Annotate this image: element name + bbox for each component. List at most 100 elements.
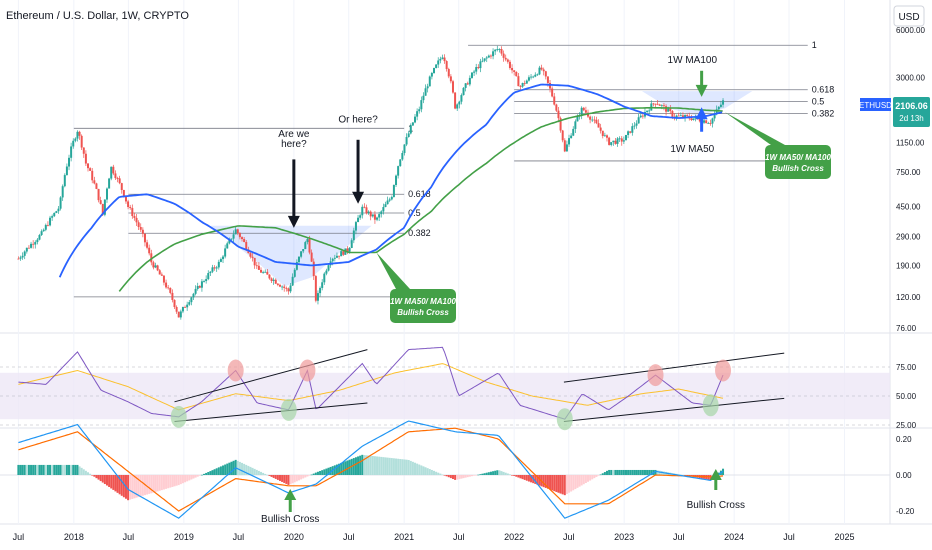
macd-histogram-bar bbox=[373, 456, 376, 475]
macd-histogram-bar bbox=[631, 469, 634, 475]
ma100-line bbox=[118, 106, 723, 292]
macd-histogram-bar bbox=[99, 475, 102, 482]
candle-body bbox=[291, 276, 294, 286]
macd-histogram-bar bbox=[314, 472, 317, 475]
candle-body bbox=[101, 203, 104, 215]
candle-body bbox=[327, 265, 330, 271]
time-tick-label: 2021 bbox=[394, 532, 414, 542]
candle-body bbox=[639, 115, 642, 118]
candle-body bbox=[570, 135, 573, 139]
candle-body bbox=[198, 285, 201, 288]
candle-body bbox=[70, 146, 73, 158]
time-tick-label: 2022 bbox=[504, 532, 524, 542]
candle-body bbox=[188, 302, 191, 305]
macd-histogram-bar bbox=[536, 475, 539, 485]
candle-body bbox=[319, 287, 322, 294]
macd-histogram-bar bbox=[637, 469, 640, 475]
arrow-down-head bbox=[287, 215, 300, 228]
candle-body bbox=[519, 86, 522, 87]
candle-body bbox=[599, 127, 602, 131]
arrow-up-green-head bbox=[709, 469, 722, 480]
macd-histogram-bar bbox=[367, 455, 370, 475]
callout-bullish-cross-pointer bbox=[724, 112, 785, 145]
candle-body bbox=[310, 252, 313, 262]
candle-body bbox=[53, 212, 56, 217]
candle-body bbox=[409, 125, 412, 134]
ma50-line bbox=[58, 83, 723, 278]
candle-body bbox=[690, 118, 693, 120]
macd-histogram-bar bbox=[312, 473, 315, 475]
macd-pane[interactable] bbox=[0, 420, 890, 519]
macd-histogram-bar bbox=[270, 475, 273, 477]
macd-histogram-bar bbox=[646, 469, 649, 475]
candle-body bbox=[698, 118, 701, 122]
macd-histogram-bar bbox=[468, 475, 471, 477]
candle-body bbox=[65, 166, 68, 176]
candle-body bbox=[255, 265, 258, 267]
candle-body bbox=[395, 175, 398, 185]
candle-body bbox=[477, 67, 480, 69]
rsi-pane[interactable] bbox=[0, 346, 890, 431]
candle-body bbox=[460, 95, 463, 102]
candle-body bbox=[382, 207, 385, 212]
candle-body bbox=[338, 255, 341, 257]
macd-histogram-bar bbox=[340, 462, 343, 475]
macd-histogram-bar bbox=[222, 465, 225, 475]
callout-bullish-cross-subtitle: Bullish Cross bbox=[772, 164, 824, 173]
candle-body bbox=[388, 199, 391, 201]
rsi-tick-label: 50.00 bbox=[896, 392, 917, 401]
candle-body bbox=[559, 118, 562, 131]
macd-histogram-bar bbox=[390, 458, 393, 475]
price-axis[interactable]: 6000.00 3000.00 1150.00 750.00 450.00 290.00 1… bbox=[896, 26, 925, 516]
currency-button[interactable]: USD bbox=[893, 5, 925, 27]
candle-body bbox=[342, 251, 345, 255]
candle-body bbox=[441, 57, 444, 59]
candle-body bbox=[684, 115, 687, 118]
macd-histogram-bar bbox=[445, 475, 448, 477]
rsi-channel-line bbox=[174, 402, 368, 423]
macd-histogram-bar bbox=[578, 475, 581, 487]
candle-body bbox=[38, 235, 41, 240]
candle-body bbox=[631, 126, 634, 133]
candle-body bbox=[627, 131, 630, 136]
macd-histogram-bar bbox=[392, 458, 395, 475]
candle-body bbox=[580, 107, 583, 116]
candle-body bbox=[363, 206, 366, 208]
macd-histogram-bar bbox=[608, 469, 611, 475]
time-axis[interactable]: Jul 2018 Jul 2019 Jul 2020 Jul 2021 Jul 2022 Jul 20… bbox=[13, 532, 855, 542]
candle-body bbox=[205, 279, 208, 282]
candle-body bbox=[297, 256, 300, 263]
currency-label: USD bbox=[898, 12, 919, 23]
fib-level-label: 0.5 bbox=[408, 208, 421, 218]
candle-body bbox=[325, 270, 328, 274]
macd-histogram-bar bbox=[34, 464, 37, 475]
macd-histogram-bar bbox=[456, 475, 459, 480]
macd-histogram-bar bbox=[443, 475, 446, 476]
macd-histogram-bar bbox=[17, 464, 20, 475]
macd-histogram-bar bbox=[599, 474, 602, 476]
macd-histogram-bar bbox=[523, 475, 526, 480]
macd-histogram-bar bbox=[530, 475, 533, 483]
macd-histogram-bar bbox=[382, 457, 385, 475]
macd-histogram-bar bbox=[44, 464, 47, 475]
macd-histogram-bar bbox=[276, 475, 279, 480]
candle-body bbox=[323, 273, 326, 283]
macd-histogram-bar bbox=[416, 463, 419, 475]
macd-histogram-bar bbox=[403, 459, 406, 475]
macd-histogram-bar bbox=[420, 465, 423, 475]
candle-body bbox=[152, 262, 155, 268]
macd-histogram-bar bbox=[395, 458, 398, 475]
macd-histogram-bar bbox=[21, 464, 24, 475]
macd-histogram-bar bbox=[260, 471, 263, 475]
candle-body bbox=[660, 105, 663, 107]
candle-body bbox=[27, 247, 30, 249]
candle-body bbox=[300, 251, 303, 257]
candle-body bbox=[722, 100, 725, 105]
macd-histogram-bar bbox=[255, 469, 258, 475]
macd-histogram-bar bbox=[72, 464, 75, 475]
macd-histogram-bar bbox=[101, 475, 104, 483]
